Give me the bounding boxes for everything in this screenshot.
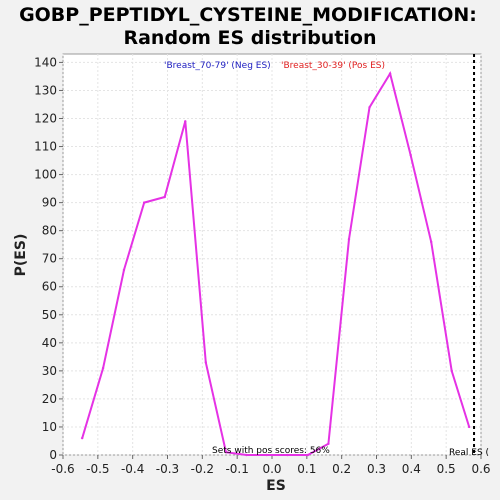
y-tick-label: 10 [42, 420, 57, 434]
x-tick-label: -0.1 [225, 462, 248, 476]
data-point [80, 436, 84, 440]
y-tick-label: 140 [34, 55, 57, 69]
x-axis: -0.6 -0.5 -0.4 -0.3 -0.2 -0.1 0.0 0.1 0.2 0.3 0.4 0… [51, 455, 491, 476]
y-tick-label: 110 [34, 140, 57, 154]
data-point [204, 361, 208, 364]
data-point [265, 453, 268, 457]
data-point [163, 195, 166, 199]
data-point [450, 369, 453, 373]
data-point [429, 240, 433, 244]
es-distribution-line [81, 71, 471, 456]
data-point [184, 120, 187, 123]
x-tick-label: 0.3 [367, 462, 386, 476]
data-point [347, 237, 351, 241]
data-point [467, 425, 471, 429]
x-tick-label: -0.3 [156, 462, 179, 476]
chart-title-line-2: Random ES distribution [123, 27, 376, 49]
y-axis-label: P(ES) [13, 234, 29, 277]
pos-scores-annotation: Sets with pos scores: 56% [212, 446, 330, 456]
y-axis: 0 10 20 30 40 50 60 70 80 90 100 110 120 130 140 [34, 55, 63, 462]
data-point [409, 153, 412, 157]
x-tick-label: 0.4 [402, 462, 421, 476]
data-point [224, 450, 228, 454]
y-tick-label: 130 [34, 83, 57, 97]
x-tick-label: -0.2 [191, 462, 214, 476]
data-points [80, 72, 471, 457]
chart-title-line-1: GOBP_PEPTIDYL_CYSTEINE_MODIFICATION: [19, 4, 477, 26]
y-tick-label: 120 [34, 111, 57, 125]
data-point [245, 453, 248, 457]
real-es-label: Real ES ( [449, 448, 489, 458]
x-tick-label: 0.5 [437, 462, 456, 476]
data-point [306, 453, 310, 457]
y-tick-label: 100 [34, 168, 57, 182]
y-tick-label: 40 [42, 336, 57, 350]
data-point [101, 366, 105, 370]
x-axis-label: ES [266, 478, 286, 494]
y-tick-label: 50 [42, 308, 57, 322]
y-tick-label: 30 [42, 364, 57, 378]
legend-pos-label: 'Breast_30-39' (Pos ES) [281, 61, 385, 71]
legend-neg-label: 'Breast_70-79' (Neg ES) [164, 61, 271, 71]
data-point [327, 442, 330, 445]
x-tick-label: 0.2 [332, 462, 351, 476]
data-point [286, 453, 289, 457]
y-tick-label: 60 [42, 280, 57, 294]
data-point [142, 201, 146, 204]
y-tick-label: 0 [49, 448, 57, 462]
x-tick-label: -0.4 [121, 462, 144, 476]
data-point [122, 268, 126, 272]
y-tick-label: 80 [42, 224, 57, 238]
x-tick-label: 0.1 [297, 462, 316, 476]
y-tick-label: 20 [42, 392, 57, 406]
y-tick-label: 90 [42, 196, 57, 210]
x-tick-label: -0.5 [86, 462, 109, 476]
x-tick-label: 0.6 [471, 462, 490, 476]
y-tick-label: 70 [42, 252, 57, 266]
data-point [368, 106, 371, 109]
x-tick-label: -0.6 [51, 462, 74, 476]
x-tick-label: 0.0 [262, 462, 281, 476]
data-point [388, 72, 392, 75]
